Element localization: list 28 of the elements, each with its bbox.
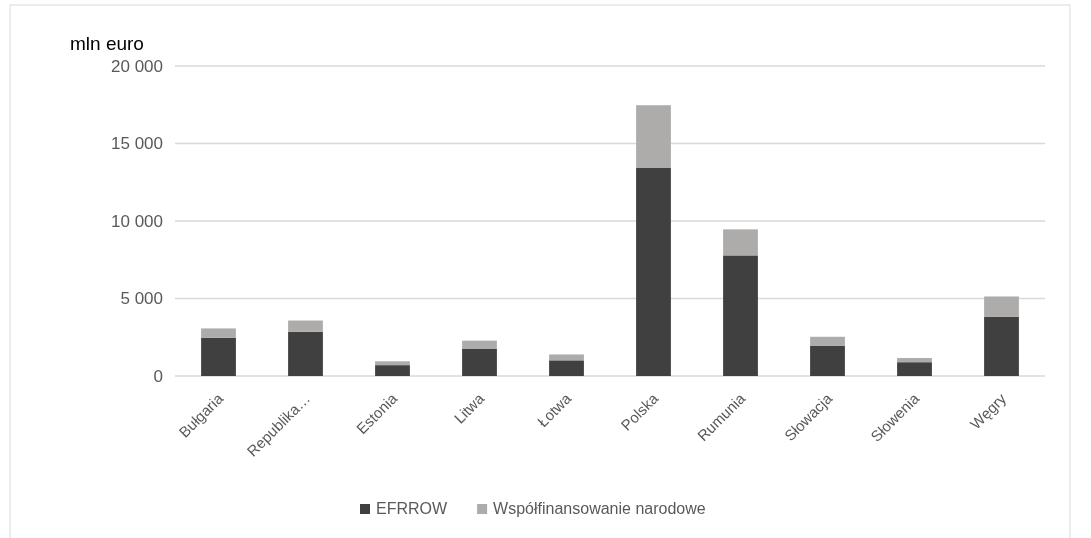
bar — [201, 328, 236, 338]
y-tick-label: 15 000 — [111, 134, 163, 154]
bar — [723, 255, 758, 376]
bar — [897, 358, 932, 363]
bar — [462, 348, 497, 376]
bar — [549, 360, 584, 376]
bar — [897, 362, 932, 376]
bar — [636, 167, 671, 376]
bar — [201, 337, 236, 376]
bar — [636, 105, 671, 168]
y-tick-label: 5 000 — [120, 289, 163, 309]
y-axis-title: mln euro — [70, 33, 144, 54]
bar — [984, 316, 1019, 376]
bar — [810, 345, 845, 376]
bar — [288, 320, 323, 332]
legend-label: EFRROW — [376, 500, 448, 517]
bar — [462, 340, 497, 349]
bar — [375, 361, 410, 366]
bar — [723, 229, 758, 256]
bar — [984, 296, 1019, 317]
y-tick-label: 10 000 — [111, 211, 163, 231]
y-tick-label: 0 — [153, 366, 163, 386]
bar — [810, 336, 845, 346]
y-tick-label: 20 000 — [111, 56, 163, 76]
bar — [375, 365, 410, 376]
legend-label: Współfinansowanie narodowe — [493, 500, 706, 517]
bar — [288, 331, 323, 376]
bar — [549, 354, 584, 361]
